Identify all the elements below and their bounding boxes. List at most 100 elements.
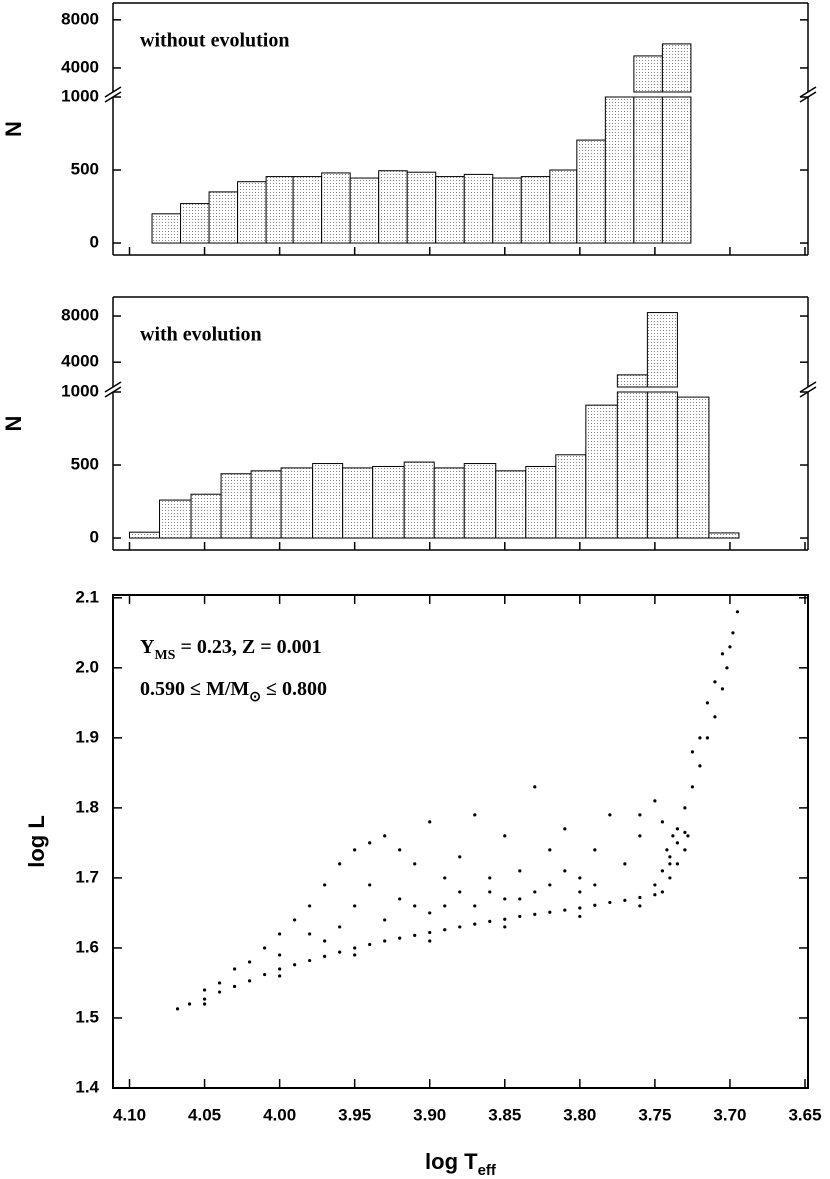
annotation-part: Y [140,636,155,658]
point [690,750,695,754]
point [202,1002,207,1006]
bar [646,391,678,539]
point [653,799,657,803]
annotation-part: 0.590 ≤ M/M [140,678,249,700]
annotation-part: = 0.23, Z = 0.001 [175,636,321,658]
point [725,666,729,670]
point [683,830,687,834]
point [413,933,417,937]
point [488,919,492,923]
y-tick-label: 0 [90,528,99,547]
bar [576,139,606,244]
x-tick-label: 3.65 [788,1105,821,1124]
bar [180,203,210,244]
bar [463,463,497,539]
bar [585,404,618,539]
point [443,928,447,932]
point [353,953,357,957]
bar [435,176,465,244]
bar [525,465,557,539]
point [293,963,297,967]
bar [492,177,522,244]
bar [378,170,408,244]
bar [292,176,323,244]
x-tick-label: 4.05 [188,1105,221,1124]
point [368,841,372,845]
point [428,911,432,915]
point [735,610,740,614]
point [638,895,642,900]
axis-break [799,86,817,98]
point [323,939,327,943]
bar [708,532,740,539]
point [578,914,582,919]
bar [555,454,587,539]
bar [661,96,692,244]
bar [129,531,161,539]
point [383,939,387,943]
x-tick-label: 3.75 [638,1105,671,1124]
bar [208,191,239,244]
x-tick-label: 4.00 [263,1105,296,1124]
x-axis-label: log Teff [425,1149,497,1179]
bar-upper [661,43,692,93]
y-tick-label: 500 [71,454,99,473]
point [593,883,597,887]
point [458,925,462,929]
point [563,827,567,831]
point [518,897,522,901]
point [503,897,507,901]
point [720,687,725,691]
bar [159,499,192,539]
point [623,898,627,902]
point [638,834,642,838]
point [668,876,672,880]
x-tick-label: 4.10 [113,1105,146,1124]
point [731,631,735,635]
point [690,785,695,789]
point [593,903,597,907]
y-tick-label: 4000 [61,57,99,76]
bar [549,169,578,244]
annotation: YMS = 0.23, Z = 0.001 [140,636,322,663]
point [323,954,327,958]
bar [463,173,494,244]
point [683,848,687,852]
point [675,862,680,866]
x-tick-label: 3.80 [563,1105,596,1124]
bar [349,177,380,244]
bar [495,470,527,539]
point [383,918,387,922]
point [473,922,477,926]
point [473,904,477,908]
point [533,890,537,894]
bar [237,181,267,244]
point [548,910,552,914]
point [293,918,297,922]
point [202,997,207,1001]
point [713,715,717,719]
point [638,904,642,908]
point [398,897,402,901]
point [698,736,702,740]
point [383,834,387,838]
bar [265,176,294,244]
point [278,974,282,978]
y-axis-label: log L [24,815,49,868]
point [263,972,267,977]
bar [190,493,222,539]
point [675,827,680,831]
point [458,855,462,859]
point [675,841,680,845]
x-tick-label: 3.85 [488,1105,521,1124]
point [720,652,725,656]
point [428,820,432,824]
bar [342,467,374,539]
bar [312,463,344,539]
point [217,981,222,985]
point [623,862,627,866]
annotation-part: MS [154,648,175,663]
point [593,848,597,852]
y-tick-label: 500 [71,159,99,178]
point [518,914,522,919]
